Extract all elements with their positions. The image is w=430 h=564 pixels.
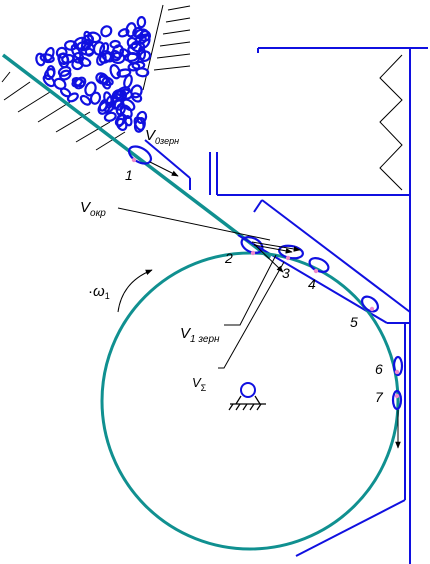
spring-housing	[257, 47, 428, 320]
heap-grain	[96, 52, 107, 66]
omega-label: ·ω1	[88, 283, 110, 301]
heap-grain	[136, 110, 148, 124]
heap-grain	[130, 84, 143, 99]
v0-vector	[149, 161, 179, 177]
heap-grain	[39, 53, 55, 64]
position-label-6: 6	[375, 361, 383, 377]
heap-grain	[71, 58, 84, 71]
heap-grain	[89, 91, 102, 105]
heap-grain	[138, 50, 152, 62]
position-label-7: 7	[375, 389, 384, 405]
position-label-3: 3	[282, 265, 290, 281]
heap-grain	[133, 116, 146, 133]
upper-guide	[253, 199, 411, 313]
position-label-5: 5	[350, 314, 358, 330]
heap-grain	[116, 68, 132, 78]
heap-grain	[70, 44, 82, 60]
heap-grain	[123, 74, 133, 89]
heap-grain	[125, 22, 137, 38]
heap-grain	[111, 89, 124, 100]
heap-grain	[130, 92, 143, 103]
heap-grain	[126, 52, 140, 65]
v0-label: V0зерн	[145, 127, 179, 146]
drum	[100, 251, 400, 551]
heap-grain	[79, 94, 92, 106]
heap-grain	[97, 100, 111, 115]
heap-grain	[117, 28, 130, 38]
heap-grain	[66, 92, 79, 103]
rotation-arrow-icon	[117, 269, 153, 313]
heap-grain	[136, 16, 147, 29]
fixed-pivot-support-icon	[228, 382, 266, 411]
v1-label: V1 зерн	[180, 325, 220, 345]
heap-grain	[95, 72, 109, 85]
heap-grain	[100, 25, 113, 38]
grain-positions	[127, 145, 404, 411]
heap-grain	[72, 51, 85, 64]
vokr-leader	[117, 207, 271, 241]
velocity-vectors	[117, 161, 401, 449]
vsum-leader	[218, 261, 285, 369]
heap-grain	[138, 33, 151, 49]
upper-wall-hatching	[142, 4, 191, 91]
heap-grain	[35, 52, 46, 67]
heap-grain	[86, 31, 102, 44]
heap-grain	[53, 77, 67, 91]
heap-grain	[103, 111, 117, 122]
heap-grain	[44, 46, 55, 62]
heap-grain	[92, 41, 106, 56]
inclined-chute	[1, 53, 272, 260]
grain-contact-dots	[131, 157, 400, 399]
vokr-label: Vокр	[80, 199, 106, 219]
heap-grain	[99, 42, 110, 57]
vsum-label: VΣ	[192, 375, 207, 393]
heap-grain	[121, 98, 136, 112]
heap-grain	[43, 68, 56, 81]
heap-grain	[84, 81, 97, 97]
heap-grain	[76, 41, 91, 52]
heap-grain	[126, 36, 139, 50]
heap-grain	[59, 69, 72, 81]
guide-rail	[237, 234, 411, 564]
heap-grain	[57, 52, 69, 66]
vsum-vector	[253, 243, 284, 273]
heap-grain	[111, 44, 125, 59]
position-label-2: 2	[224, 250, 233, 266]
heap-grain	[72, 36, 88, 50]
position-label-1: 1	[125, 167, 133, 183]
spring-zigzag-icon	[379, 54, 403, 191]
grain-heap	[35, 16, 152, 133]
position-label-4: 4	[308, 276, 316, 292]
heap-grain	[124, 114, 133, 127]
gap-walls	[144, 139, 410, 196]
v1-vector	[253, 244, 293, 254]
v1-leader	[224, 254, 277, 326]
heap-grain	[71, 78, 83, 88]
